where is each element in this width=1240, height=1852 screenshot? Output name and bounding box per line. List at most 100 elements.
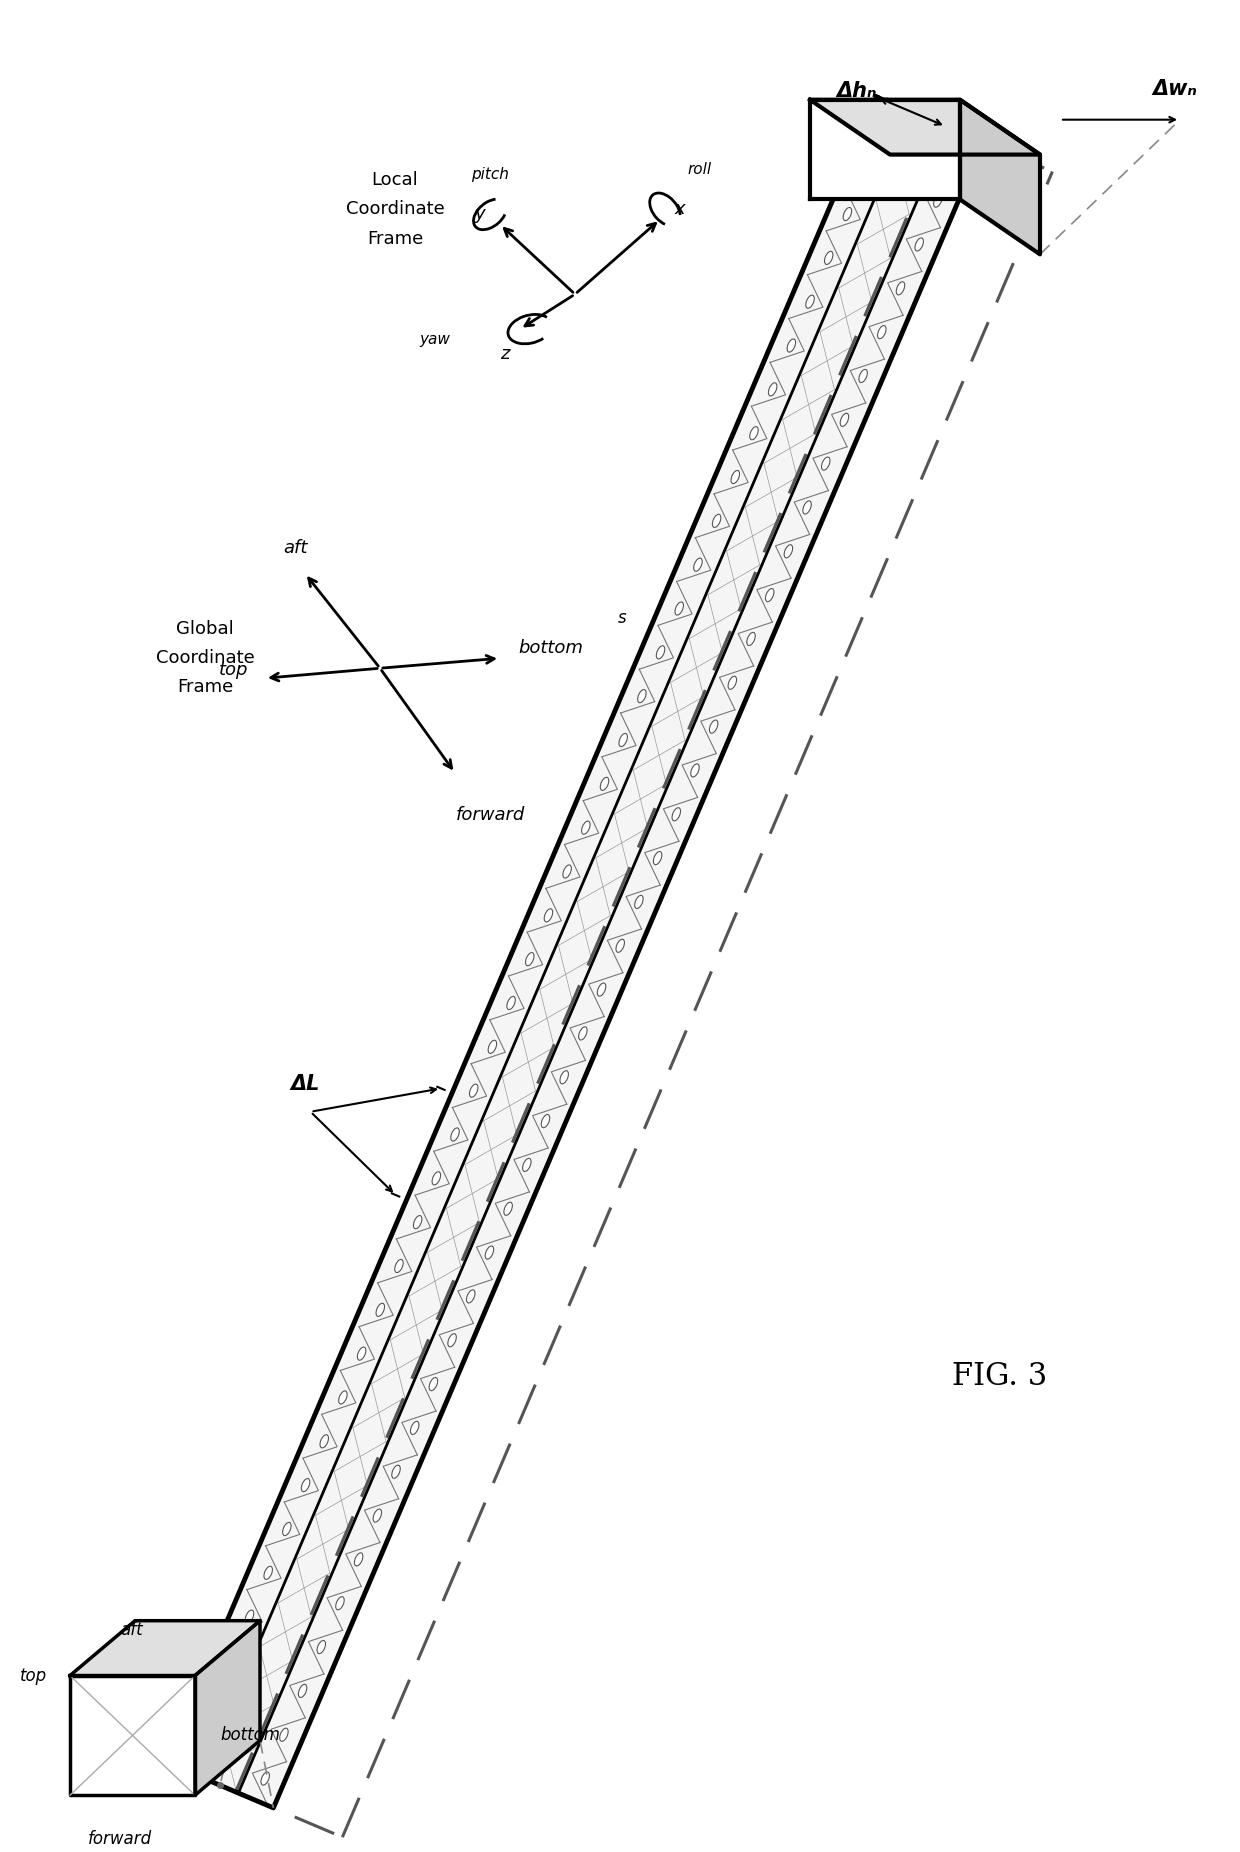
Ellipse shape (691, 763, 699, 778)
Ellipse shape (429, 1378, 438, 1391)
Ellipse shape (598, 983, 606, 996)
Text: s: s (618, 609, 626, 628)
Ellipse shape (542, 1115, 549, 1128)
Ellipse shape (880, 120, 889, 133)
Ellipse shape (432, 1172, 440, 1185)
Ellipse shape (451, 1128, 459, 1141)
Ellipse shape (190, 1741, 197, 1754)
Text: top: top (218, 661, 248, 680)
Ellipse shape (713, 515, 720, 528)
Ellipse shape (841, 413, 848, 426)
Text: y: y (475, 206, 485, 224)
Ellipse shape (355, 1552, 363, 1567)
Ellipse shape (392, 1465, 401, 1478)
Ellipse shape (843, 207, 852, 220)
Ellipse shape (878, 326, 887, 339)
Ellipse shape (582, 820, 590, 833)
Ellipse shape (317, 1641, 326, 1654)
Ellipse shape (579, 1026, 587, 1041)
Ellipse shape (466, 1289, 475, 1304)
Polygon shape (810, 100, 1040, 154)
Ellipse shape (227, 1654, 236, 1667)
Ellipse shape (709, 720, 718, 733)
Ellipse shape (376, 1304, 384, 1317)
Ellipse shape (410, 1420, 419, 1435)
Ellipse shape (859, 369, 867, 383)
Text: top: top (20, 1667, 47, 1685)
Ellipse shape (732, 470, 739, 483)
Text: roll: roll (688, 161, 712, 178)
Ellipse shape (503, 1202, 512, 1215)
Ellipse shape (728, 676, 737, 689)
Ellipse shape (784, 544, 792, 557)
Ellipse shape (560, 1070, 568, 1083)
Text: aft: aft (283, 539, 308, 556)
Ellipse shape (619, 733, 627, 746)
Ellipse shape (522, 1158, 531, 1172)
Ellipse shape (750, 426, 758, 439)
Ellipse shape (489, 1041, 497, 1054)
Ellipse shape (746, 632, 755, 646)
Ellipse shape (693, 557, 702, 570)
Ellipse shape (952, 150, 961, 163)
Ellipse shape (765, 589, 774, 602)
Polygon shape (960, 100, 1040, 254)
Ellipse shape (769, 383, 777, 396)
Ellipse shape (656, 646, 665, 659)
Ellipse shape (394, 1259, 403, 1272)
Ellipse shape (934, 194, 942, 207)
Ellipse shape (280, 1728, 288, 1741)
Ellipse shape (806, 294, 815, 307)
Ellipse shape (470, 1083, 477, 1096)
Polygon shape (195, 1620, 260, 1795)
Ellipse shape (802, 500, 811, 515)
Ellipse shape (507, 996, 516, 1009)
Ellipse shape (897, 282, 905, 294)
Text: pitch: pitch (471, 167, 508, 181)
Ellipse shape (675, 602, 683, 615)
Text: FIG. 3: FIG. 3 (952, 1361, 1048, 1393)
Text: bottom: bottom (518, 639, 583, 657)
Ellipse shape (339, 1391, 347, 1404)
Ellipse shape (373, 1509, 382, 1522)
Text: ΔL: ΔL (291, 1074, 320, 1095)
Ellipse shape (336, 1596, 345, 1609)
Polygon shape (166, 96, 983, 1808)
Polygon shape (69, 1676, 195, 1795)
Ellipse shape (260, 1772, 269, 1785)
Ellipse shape (544, 909, 553, 922)
Ellipse shape (246, 1609, 254, 1622)
Ellipse shape (283, 1522, 291, 1535)
Ellipse shape (448, 1333, 456, 1346)
Ellipse shape (672, 807, 681, 820)
Text: Global
Coordinate
Frame: Global Coordinate Frame (156, 620, 254, 696)
Ellipse shape (299, 1683, 306, 1698)
Text: Local
Coordinate
Frame: Local Coordinate Frame (346, 170, 444, 248)
Text: Δhₙ: Δhₙ (836, 81, 877, 100)
Ellipse shape (208, 1698, 216, 1711)
Ellipse shape (825, 252, 833, 265)
Polygon shape (69, 1620, 260, 1676)
Polygon shape (810, 100, 960, 200)
Ellipse shape (357, 1346, 366, 1359)
Ellipse shape (635, 895, 644, 909)
Ellipse shape (862, 163, 870, 176)
Ellipse shape (600, 778, 609, 791)
Text: forward: forward (455, 806, 525, 824)
Ellipse shape (616, 939, 625, 952)
Text: bottom: bottom (219, 1726, 280, 1745)
Text: yaw: yaw (419, 332, 450, 346)
Text: forward: forward (88, 1830, 153, 1848)
Ellipse shape (637, 689, 646, 702)
Ellipse shape (485, 1246, 494, 1259)
Text: Δwₙ: Δwₙ (1152, 80, 1198, 98)
Text: x: x (675, 200, 686, 219)
Text: z: z (500, 344, 510, 363)
Ellipse shape (320, 1435, 329, 1448)
Text: aft: aft (120, 1620, 144, 1639)
Ellipse shape (915, 237, 924, 252)
Ellipse shape (822, 457, 830, 470)
Ellipse shape (413, 1215, 422, 1228)
Ellipse shape (653, 852, 662, 865)
Ellipse shape (526, 952, 534, 965)
